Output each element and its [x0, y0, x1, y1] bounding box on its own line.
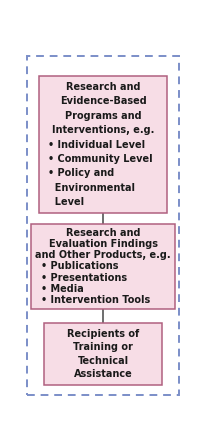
- Text: • Intervention Tools: • Intervention Tools: [40, 295, 149, 305]
- Text: Evaluation Findings: Evaluation Findings: [48, 239, 157, 249]
- Text: Programs and: Programs and: [64, 111, 141, 121]
- Text: Research and: Research and: [65, 82, 140, 92]
- Text: Evidence-Based: Evidence-Based: [59, 96, 146, 107]
- Text: • Individual Level: • Individual Level: [48, 140, 145, 149]
- Text: • Community Level: • Community Level: [48, 154, 152, 164]
- Text: Assistance: Assistance: [73, 369, 132, 379]
- Text: Recipients of: Recipients of: [67, 329, 138, 339]
- FancyBboxPatch shape: [39, 76, 166, 213]
- Text: Research and: Research and: [65, 228, 140, 238]
- Text: Interventions, e.g.: Interventions, e.g.: [52, 125, 153, 135]
- Text: • Policy and: • Policy and: [48, 168, 114, 178]
- Text: Training or: Training or: [73, 343, 132, 352]
- FancyBboxPatch shape: [31, 223, 174, 310]
- Text: Technical: Technical: [77, 356, 128, 366]
- Text: Environmental: Environmental: [48, 182, 135, 193]
- Text: • Presentations: • Presentations: [40, 273, 126, 282]
- Text: • Media: • Media: [40, 284, 83, 293]
- Text: • Publications: • Publications: [40, 261, 118, 272]
- Text: and Other Products, e.g.: and Other Products, e.g.: [35, 250, 170, 260]
- Text: Level: Level: [48, 197, 84, 207]
- FancyBboxPatch shape: [44, 323, 161, 385]
